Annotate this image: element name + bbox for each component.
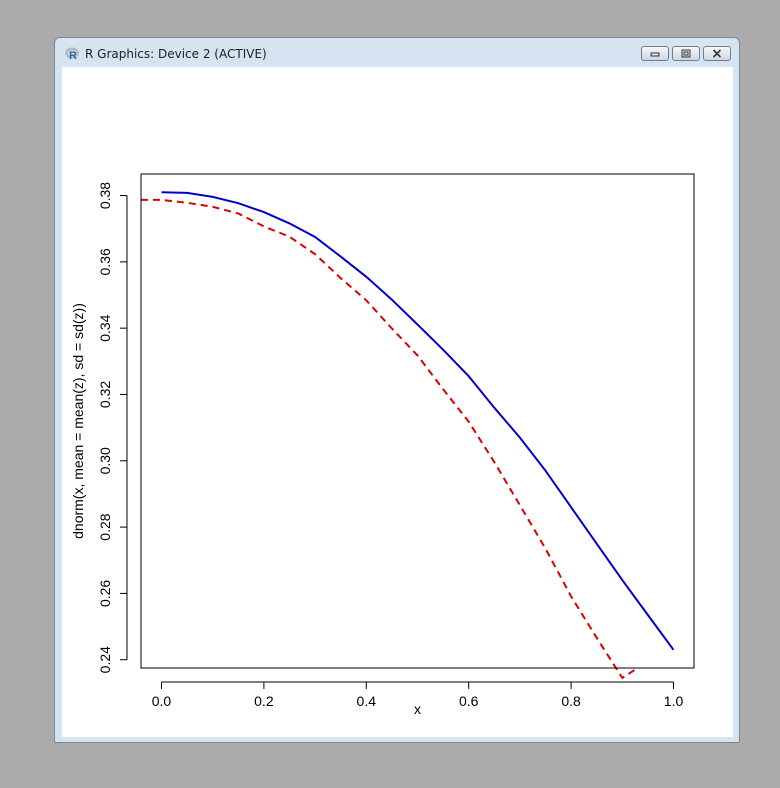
x-tick-label: 0.0 xyxy=(152,693,172,709)
restore-icon xyxy=(681,49,691,58)
x-tick-label: 0.4 xyxy=(357,693,377,709)
plot-area: 0.0 0.2 0.4 0.6 0.8 1.0 0.24 0.26 0.28 0.30 0.32 0.… xyxy=(62,67,733,737)
x-tick-label: 0.6 xyxy=(459,693,479,709)
minimize-icon xyxy=(650,52,660,57)
y-tick-label: 0.34 xyxy=(97,314,113,341)
x-tick-label: 0.2 xyxy=(254,693,274,709)
close-button[interactable] xyxy=(703,46,731,61)
y-tick-label: 0.26 xyxy=(97,580,113,607)
title-bar[interactable]: R R Graphics: Device 2 (ACTIVE) xyxy=(55,38,739,68)
svg-text:R: R xyxy=(69,50,77,61)
series-line-1 xyxy=(161,191,675,651)
window-title: R Graphics: Device 2 (ACTIVE) xyxy=(85,47,267,61)
y-tick-label: 0.30 xyxy=(97,447,113,474)
r-logo-icon: R xyxy=(65,47,79,61)
y-tick-label: 0.24 xyxy=(97,646,113,673)
plot-frame xyxy=(140,173,695,669)
restore-button[interactable] xyxy=(672,46,700,61)
x-tick-label: 1.0 xyxy=(664,693,684,709)
y-axis-label: dnorm(x, mean = mean(z), sd = sd(z)) xyxy=(70,303,86,539)
y-tick-label: 0.32 xyxy=(97,381,113,408)
minimize-button[interactable] xyxy=(641,46,669,61)
x-axis-label: x xyxy=(414,701,421,717)
series-line-2 xyxy=(141,198,639,680)
r-graphics-window: R R Graphics: Device 2 (ACTIVE) xyxy=(54,37,740,743)
y-tick-label: 0.38 xyxy=(97,182,113,209)
x-tick-label: 0.8 xyxy=(561,693,581,709)
y-tick-label: 0.36 xyxy=(97,248,113,275)
close-icon xyxy=(712,49,722,58)
chart: 0.0 0.2 0.4 0.6 0.8 1.0 0.24 0.26 0.28 0.30 0.32 0.… xyxy=(70,173,695,717)
y-tick-label: 0.28 xyxy=(97,513,113,540)
